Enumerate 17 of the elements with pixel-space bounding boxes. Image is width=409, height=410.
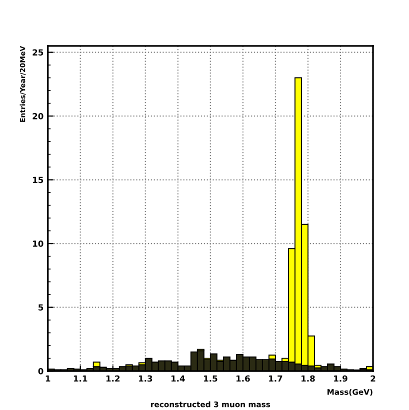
y-tick-label: 0	[38, 368, 44, 374]
x-tick-label: 1.3	[138, 375, 152, 382]
x-tick-label: 1	[46, 375, 50, 382]
x-tick-label: 1.1	[74, 375, 88, 382]
y-tick-label: 20	[32, 113, 44, 120]
x-tick-label: 1.7	[269, 375, 282, 382]
y-tick-label: 25	[32, 49, 44, 56]
x-tick-label: 1.9	[334, 375, 348, 382]
x-tick-label: 1.2	[106, 375, 120, 382]
x-tick-label: 1.5	[204, 375, 218, 382]
x-tick-label: 1.6	[236, 375, 250, 382]
x-tick-label: 1.8	[302, 375, 315, 382]
y-tick-label: 15	[33, 176, 44, 184]
y-tick-label: 10	[33, 240, 44, 247]
x-tick-label: 1.4	[171, 375, 185, 382]
y-tick-label: 5	[38, 304, 44, 311]
x-tick-label: 2	[370, 375, 376, 382]
